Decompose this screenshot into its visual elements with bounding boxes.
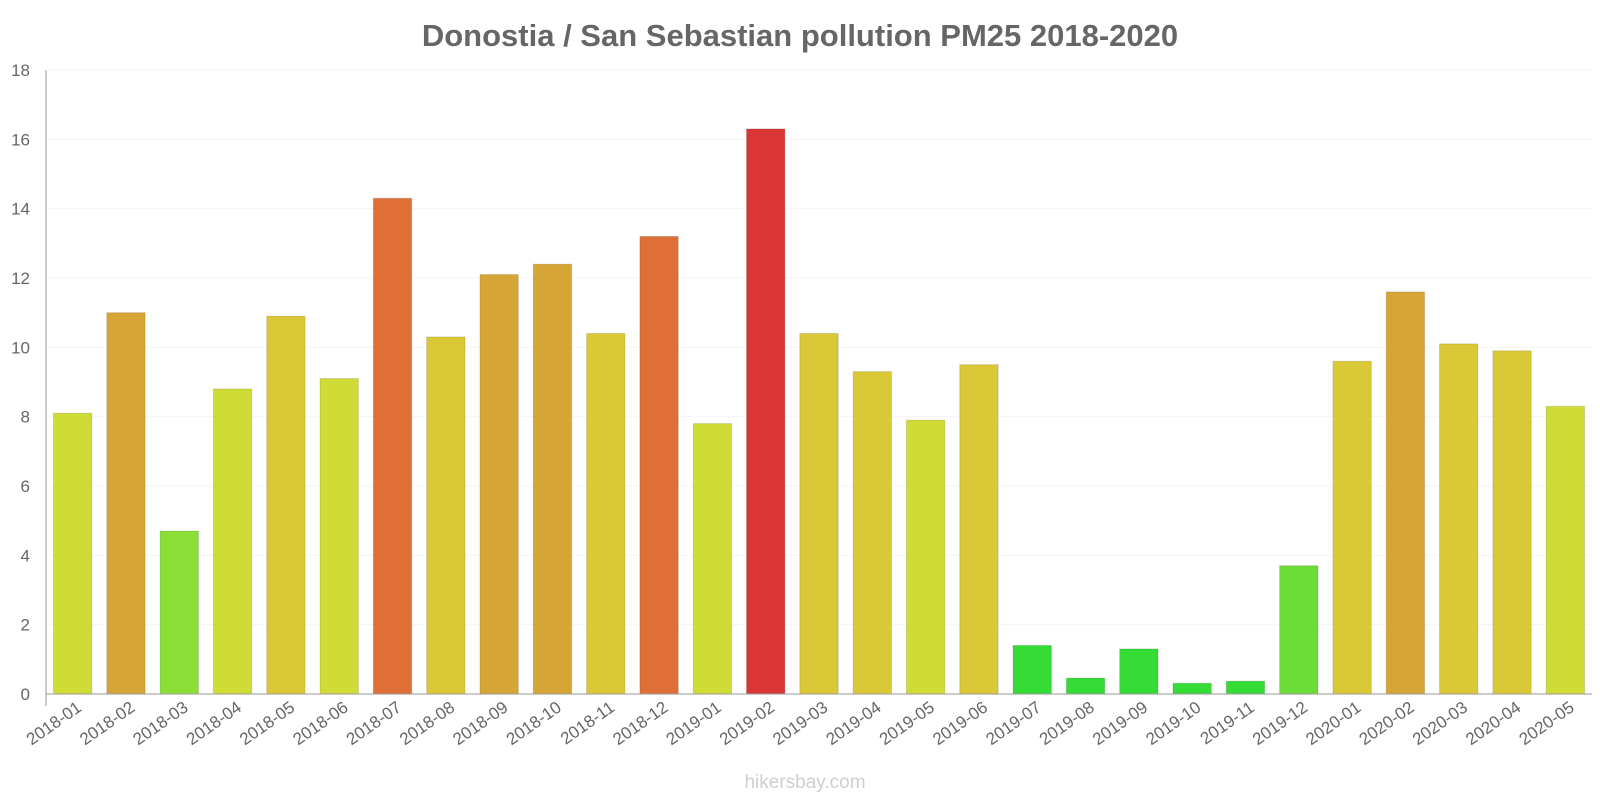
- x-tick-label: 2019-06: [929, 698, 991, 749]
- y-tick-label: 0: [21, 685, 30, 704]
- bars: [52, 128, 1586, 695]
- x-tick-label: 2018-07: [343, 698, 405, 749]
- y-tick-label: 12: [11, 269, 30, 288]
- x-tick-label: 2019-05: [876, 698, 938, 749]
- bar-2018-09[interactable]: [479, 274, 519, 695]
- bar-2019-09[interactable]: [1119, 648, 1159, 695]
- bar-2018-08[interactable]: [426, 336, 466, 695]
- bar-2018-12[interactable]: [639, 235, 679, 695]
- bar-2019-01[interactable]: [692, 423, 733, 695]
- x-tick-label: 2018-12: [609, 698, 671, 749]
- bar-2019-12[interactable]: [1279, 565, 1319, 695]
- x-tick-label: 2018-05: [236, 698, 298, 749]
- bar-2018-07[interactable]: [372, 197, 413, 695]
- watermark: hikersbay.com: [744, 772, 865, 793]
- x-tick-label: 2019-12: [1249, 698, 1311, 749]
- y-tick-label: 4: [21, 546, 30, 565]
- bar-2018-10[interactable]: [532, 263, 573, 695]
- y-tick-label: 10: [11, 338, 30, 357]
- x-tick-label: 2019-09: [1089, 698, 1151, 749]
- x-tick-label: 2019-07: [983, 698, 1045, 749]
- bar-2018-04[interactable]: [212, 388, 253, 695]
- x-tick-label: 2018-04: [183, 698, 245, 749]
- bar-2018-11[interactable]: [586, 332, 626, 695]
- x-tick-label: 2018-09: [449, 698, 511, 749]
- bar-2018-02[interactable]: [106, 312, 146, 695]
- y-tick-label: 6: [21, 477, 30, 496]
- x-tick-label: 2020-05: [1516, 698, 1578, 749]
- x-tick-label: 2019-02: [716, 698, 778, 749]
- bar-2020-03[interactable]: [1439, 343, 1479, 695]
- x-tick-label: 2018-03: [130, 698, 192, 749]
- bar-2018-05[interactable]: [266, 315, 306, 695]
- y-tick-label: 16: [11, 130, 30, 149]
- bar-2019-03[interactable]: [799, 332, 839, 695]
- bar-2018-01[interactable]: [52, 412, 93, 695]
- axes: [45, 70, 1592, 706]
- x-tick-label: 2018-01: [23, 698, 85, 749]
- x-tick-label: 2019-08: [1036, 698, 1098, 749]
- bar-2019-08[interactable]: [1065, 677, 1106, 695]
- y-tick-label: 18: [11, 61, 30, 80]
- bar-2019-06[interactable]: [959, 364, 999, 695]
- y-tick-label: 2: [21, 616, 30, 635]
- y-tick-label: 14: [11, 200, 30, 219]
- x-tick-label: 2019-04: [823, 698, 885, 749]
- x-tick-label: 2019-01: [663, 698, 725, 749]
- x-tick-label: 2018-11: [557, 698, 618, 749]
- x-tick-label: 2020-02: [1356, 698, 1418, 749]
- bar-2019-05[interactable]: [905, 419, 946, 695]
- bar-2019-10[interactable]: [1172, 682, 1212, 695]
- x-tick-label: 2019-03: [769, 698, 831, 749]
- bar-2020-01[interactable]: [1332, 360, 1372, 695]
- bar-2018-03[interactable]: [159, 530, 199, 695]
- bar-2020-02[interactable]: [1385, 291, 1426, 695]
- y-tick-label: 8: [21, 408, 30, 427]
- bar-2019-07[interactable]: [1012, 644, 1052, 695]
- x-tick-label: 2020-01: [1302, 698, 1364, 749]
- x-tick-label: 2018-08: [396, 698, 458, 749]
- x-tick-label: 2018-02: [76, 698, 138, 749]
- bar-2019-04[interactable]: [852, 371, 893, 695]
- bar-2018-06[interactable]: [319, 378, 359, 695]
- x-tick-label: 2020-03: [1409, 698, 1471, 749]
- x-tick-label: 2020-04: [1462, 698, 1524, 749]
- bar-2020-04[interactable]: [1492, 350, 1532, 695]
- x-tick-label: 2019-11: [1197, 698, 1258, 749]
- x-tick-label: 2018-10: [503, 698, 565, 749]
- y-axis-ticks: 0 2 4 6 8 10 12 14 16 18: [11, 61, 30, 704]
- x-axis-ticks: 2018-012018-022018-032018-042018-052018-…: [23, 698, 1578, 749]
- bar-2019-11[interactable]: [1225, 680, 1266, 695]
- x-tick-label: 2018-06: [289, 698, 351, 749]
- x-tick-label: 2019-10: [1142, 698, 1204, 749]
- bar-2019-02[interactable]: [745, 128, 786, 695]
- chart-title: Donostia / San Sebastian pollution PM25 …: [422, 18, 1178, 53]
- bar-2020-05[interactable]: [1545, 405, 1586, 695]
